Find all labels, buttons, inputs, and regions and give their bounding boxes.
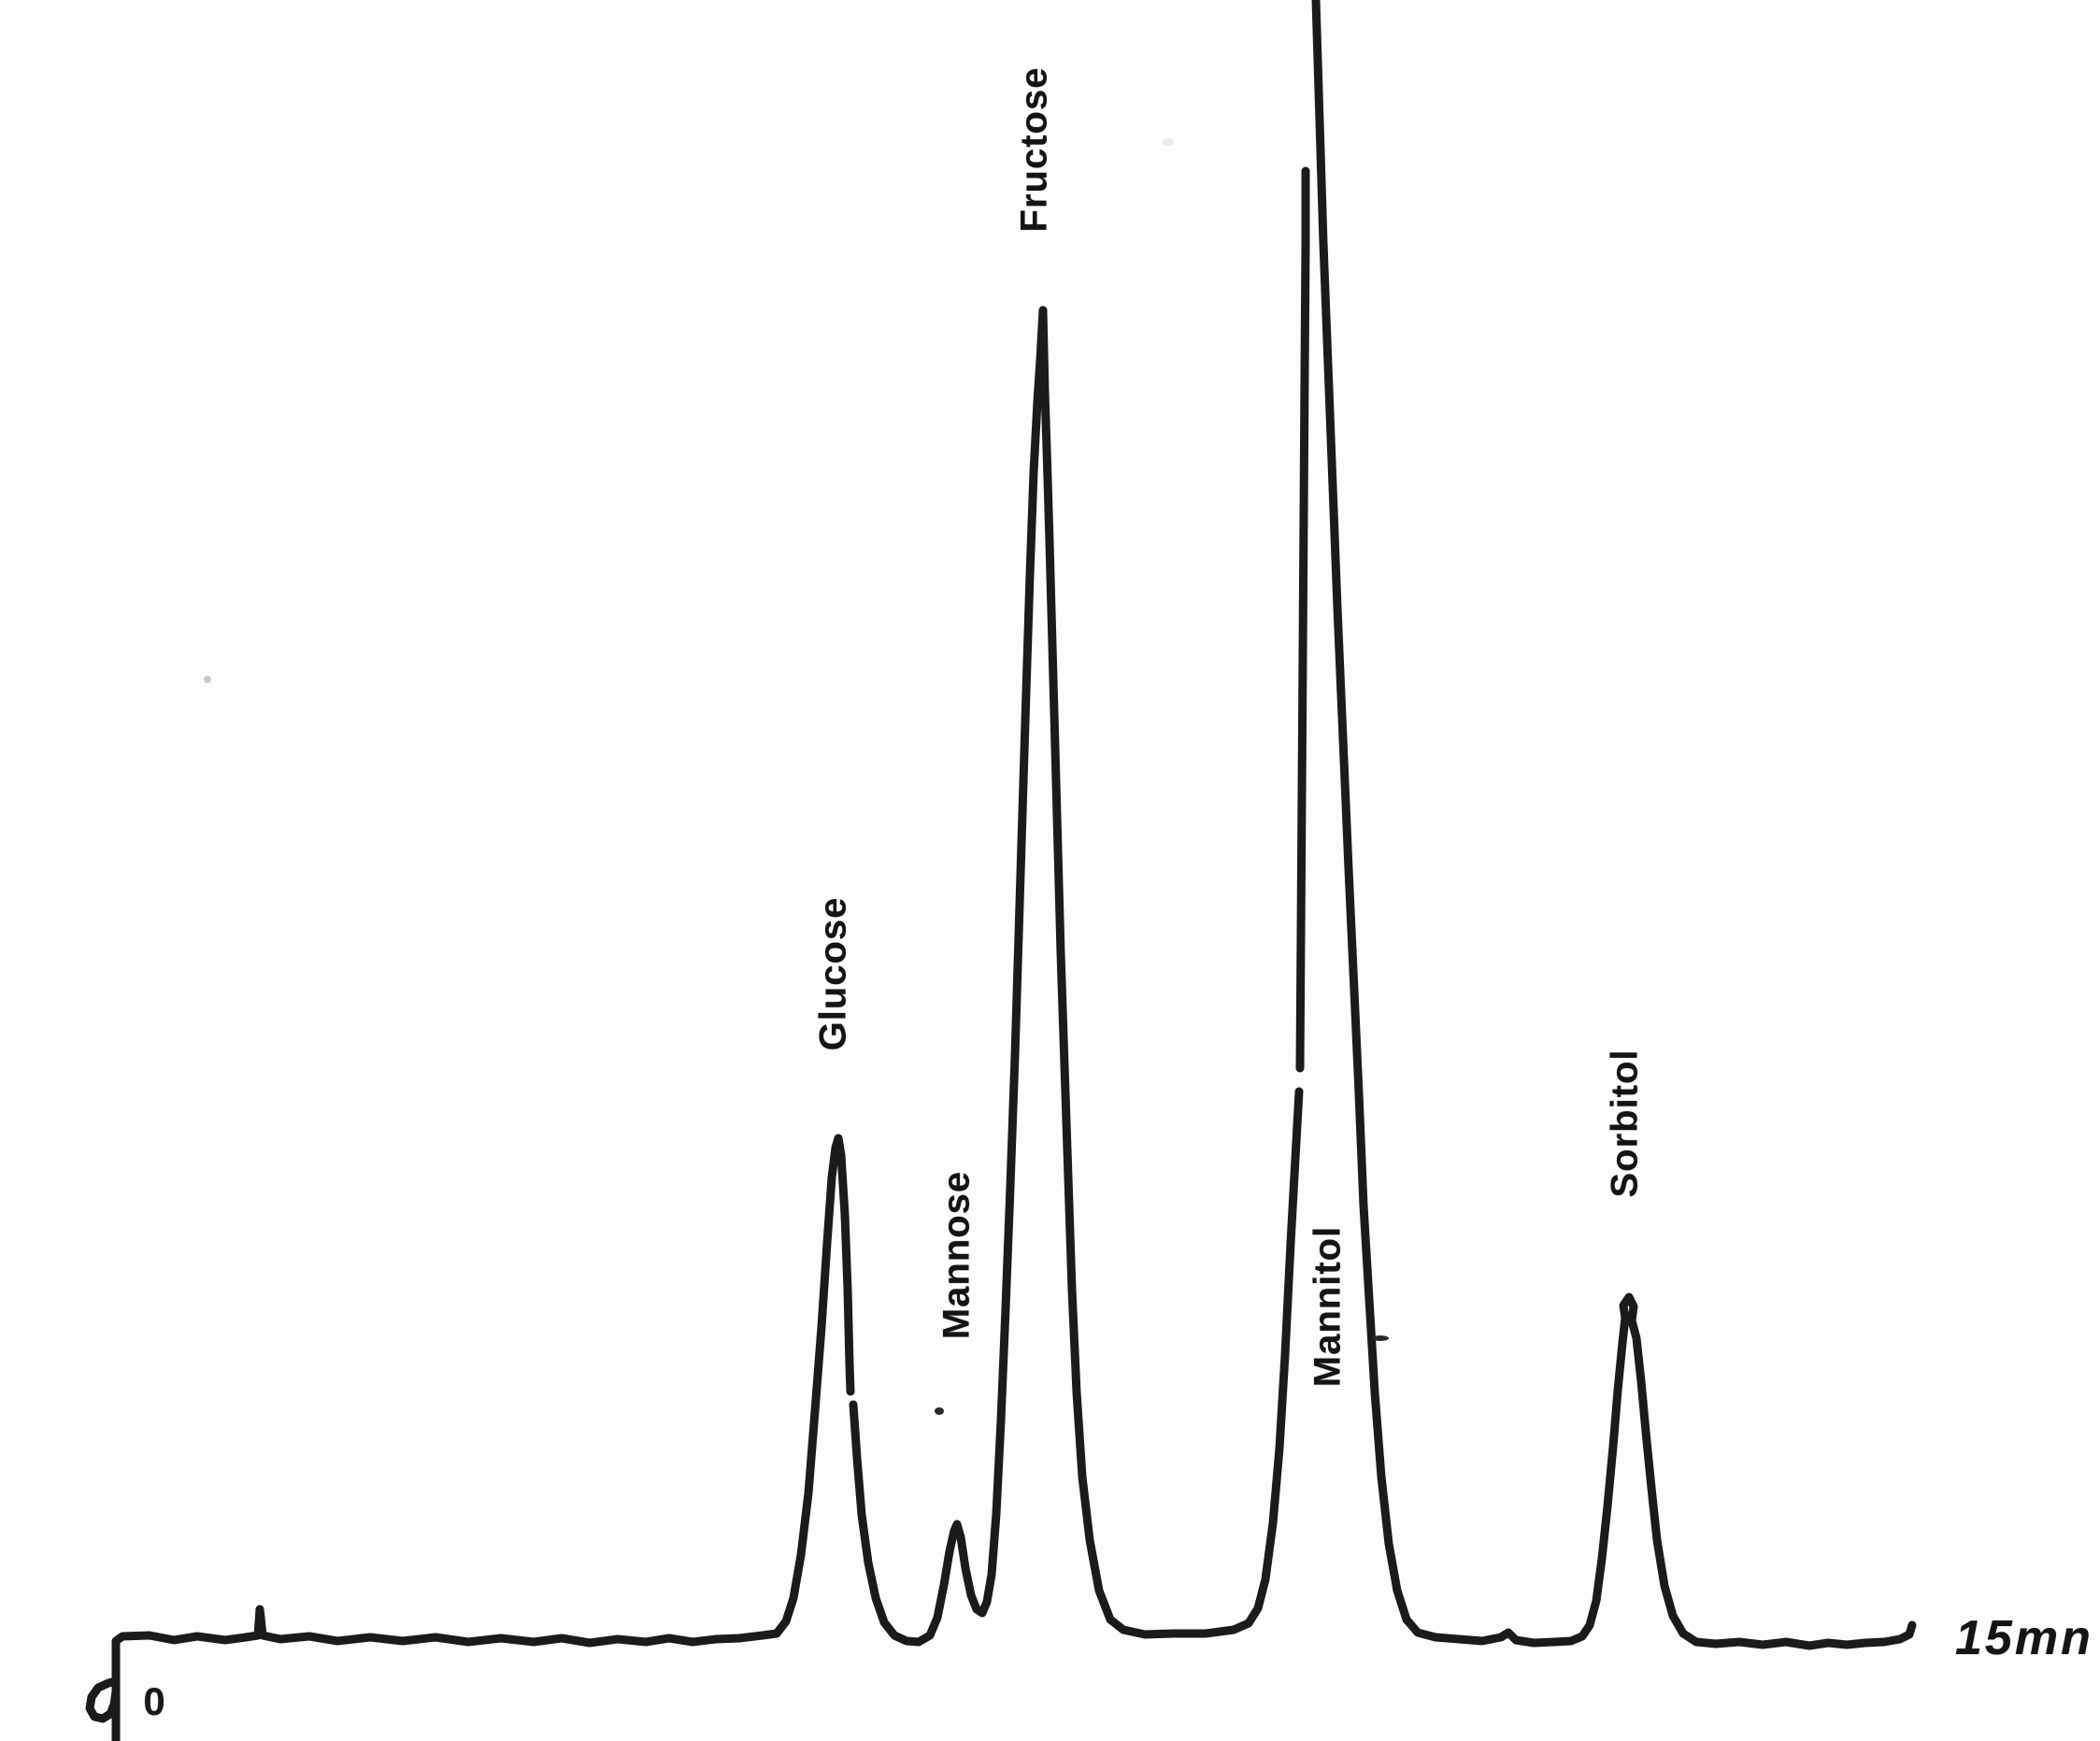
peak-label-fructose: Fructose — [1013, 66, 1055, 233]
trace-path-segment — [849, 306, 1304, 1647]
peak-label-mannitol: Mannitol — [1307, 1225, 1349, 1388]
peak-label-mannose: Mannose — [936, 1170, 978, 1340]
peak-label-sorbitol: Sorbitol — [1604, 1049, 1646, 1198]
trace-path-segment — [1295, 166, 1310, 1073]
x-axis-time-label: 15mn — [1955, 1611, 2093, 1665]
ink-speck — [204, 676, 211, 683]
trace-path-segment — [111, 1134, 855, 1741]
ink-speck — [1163, 138, 1174, 146]
ink-speck — [935, 1407, 944, 1415]
ink-speck — [1372, 1335, 1389, 1341]
ink-specks-group — [204, 138, 1389, 1415]
x-axis-origin-label: 0 — [143, 1679, 165, 1723]
trace-path-segment — [85, 1677, 121, 1723]
trace-group — [85, 0, 1917, 1741]
trace-path-segment — [1311, 0, 1917, 1650]
peak-label-glucose: Glucose — [812, 896, 854, 1051]
